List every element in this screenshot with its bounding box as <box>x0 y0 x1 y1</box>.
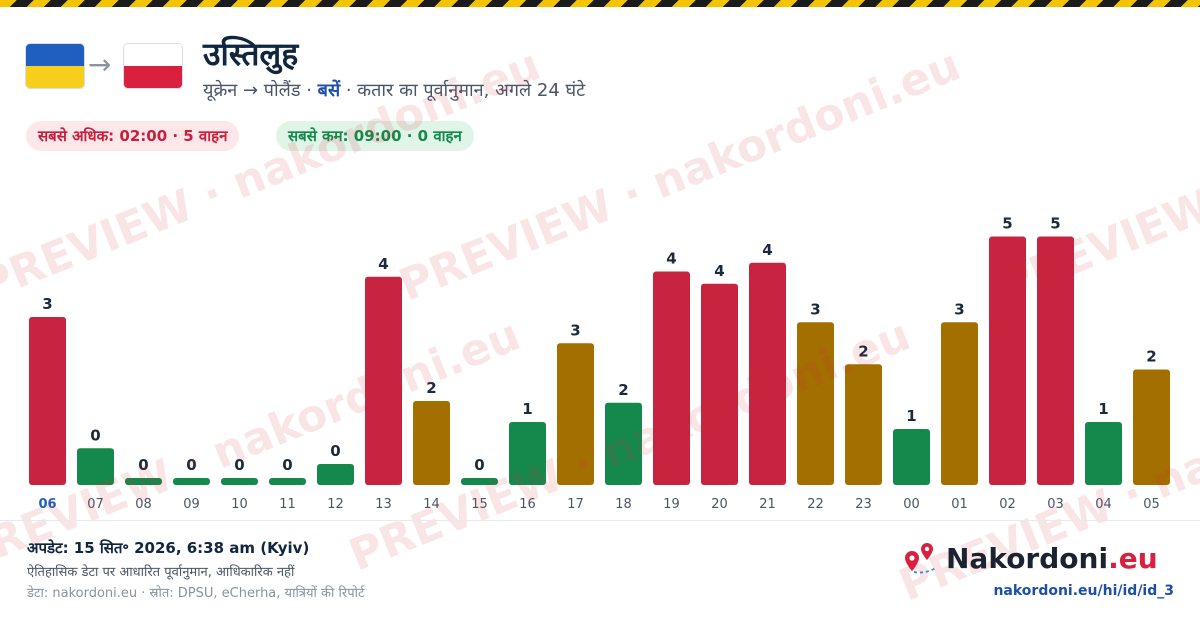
value-label-12: 0 <box>330 442 340 460</box>
value-label-17: 3 <box>570 321 580 339</box>
value-label-16: 1 <box>522 400 532 418</box>
queue-forecast-chart: 3060070080090100110124132140151163172184… <box>29 215 1170 512</box>
brand-logo[interactable]: Nakordoni.eu <box>900 538 1158 578</box>
x-tick-07: 07 <box>87 497 104 512</box>
x-tick-06: 06 <box>38 497 56 512</box>
ukraine-flag-icon <box>26 44 84 88</box>
value-label-04: 1 <box>1098 400 1108 418</box>
bar-12 <box>317 464 354 485</box>
bar-07 <box>77 448 114 485</box>
route-arrow-icon: → <box>88 48 112 81</box>
x-tick-12: 12 <box>327 497 344 512</box>
subtitle-mode: बसें <box>317 80 341 101</box>
bar-05 <box>1133 369 1170 485</box>
min-badge: सबसे कम: 09:00 · 0 वाहन <box>276 121 474 151</box>
bar-10 <box>221 478 258 485</box>
bar-00 <box>893 429 930 485</box>
x-tick-19: 19 <box>663 497 680 512</box>
x-tick-08: 08 <box>135 497 152 512</box>
x-tick-03: 03 <box>1047 497 1064 512</box>
value-label-07: 0 <box>90 426 100 444</box>
value-label-13: 4 <box>378 255 388 273</box>
bar-03 <box>1037 236 1074 485</box>
subtitle-rest: · कतार का पूर्वानुमान, अगले 24 घंटे <box>340 80 586 101</box>
value-label-08: 0 <box>138 456 148 474</box>
x-tick-17: 17 <box>567 497 584 512</box>
x-tick-20: 20 <box>711 497 728 512</box>
x-tick-22: 22 <box>807 497 824 512</box>
bar-02 <box>989 236 1026 485</box>
x-tick-14: 14 <box>423 497 440 512</box>
bar-19 <box>653 271 690 485</box>
value-label-01: 3 <box>954 300 964 318</box>
bar-09 <box>173 478 210 485</box>
bar-11 <box>269 478 306 485</box>
value-label-11: 0 <box>282 456 292 474</box>
value-label-15: 0 <box>474 456 484 474</box>
hazard-stripe <box>0 0 1200 7</box>
value-label-20: 4 <box>714 262 724 280</box>
bar-01 <box>941 322 978 485</box>
page-url-link[interactable]: nakordoni.eu/hi/id/id_3 <box>993 583 1174 599</box>
bar-17 <box>557 343 594 485</box>
value-label-09: 0 <box>186 456 196 474</box>
map-pin-route-icon <box>905 543 937 574</box>
x-tick-10: 10 <box>231 497 248 512</box>
x-tick-11: 11 <box>279 497 296 512</box>
brand-domain: .eu <box>1108 541 1158 575</box>
x-tick-02: 02 <box>999 497 1016 512</box>
x-tick-05: 05 <box>1143 497 1160 512</box>
value-label-05: 2 <box>1146 348 1156 366</box>
bar-14 <box>413 401 450 485</box>
x-tick-15: 15 <box>471 497 488 512</box>
data-source: डेटा: nakordoni.eu · स्रोत: DPSU, eCherh… <box>27 586 365 601</box>
x-tick-01: 01 <box>951 497 968 512</box>
bar-04 <box>1085 422 1122 485</box>
value-label-14: 2 <box>426 379 436 397</box>
bar-15 <box>461 478 498 485</box>
bar-06 <box>29 317 66 485</box>
brand-name-main: Nakordoni <box>946 541 1109 575</box>
updated-timestamp: अपडेट: 15 सित॰ 2026, 6:38 am (Kyiv) <box>27 539 310 557</box>
bar-21 <box>749 262 786 485</box>
bar-23 <box>845 364 882 485</box>
brand-name: Nakordoni.eu <box>946 542 1158 575</box>
bar-20 <box>701 283 738 485</box>
disclaimer-note: ऐतिहासिक डेटा पर आधारित पूर्वानुमान, आधि… <box>27 565 295 580</box>
bar-16 <box>509 422 546 485</box>
poland-flag-icon <box>124 44 182 88</box>
max-badge: सबसे अधिक: 02:00 · 5 वाहन <box>26 121 240 151</box>
x-tick-04: 04 <box>1095 497 1112 512</box>
value-label-06: 3 <box>42 295 52 313</box>
value-label-22: 3 <box>810 300 820 318</box>
value-label-18: 2 <box>618 381 628 399</box>
value-label-10: 0 <box>234 456 244 474</box>
bar-22 <box>797 322 834 485</box>
bar-13 <box>365 276 402 485</box>
x-tick-18: 18 <box>615 497 632 512</box>
subtitle-route: यूक्रेन → पोलैंड · <box>203 80 318 101</box>
value-label-21: 4 <box>762 241 772 259</box>
value-label-02: 5 <box>1002 215 1012 233</box>
value-label-03: 5 <box>1050 215 1060 233</box>
value-label-19: 4 <box>666 250 676 268</box>
page-title: उस्तिलुह <box>203 35 299 73</box>
value-label-00: 1 <box>906 407 916 425</box>
x-tick-21: 21 <box>759 497 776 512</box>
x-tick-16: 16 <box>519 497 536 512</box>
footer-divider <box>0 520 1200 521</box>
x-tick-13: 13 <box>375 497 392 512</box>
value-label-23: 2 <box>858 342 868 360</box>
bar-18 <box>605 402 642 485</box>
x-tick-23: 23 <box>855 497 872 512</box>
page-subtitle: यूक्रेन → पोलैंड · बसें · कतार का पूर्वा… <box>203 78 585 102</box>
bar-08 <box>125 478 162 485</box>
x-tick-00: 00 <box>903 497 920 512</box>
x-tick-09: 09 <box>183 497 200 512</box>
